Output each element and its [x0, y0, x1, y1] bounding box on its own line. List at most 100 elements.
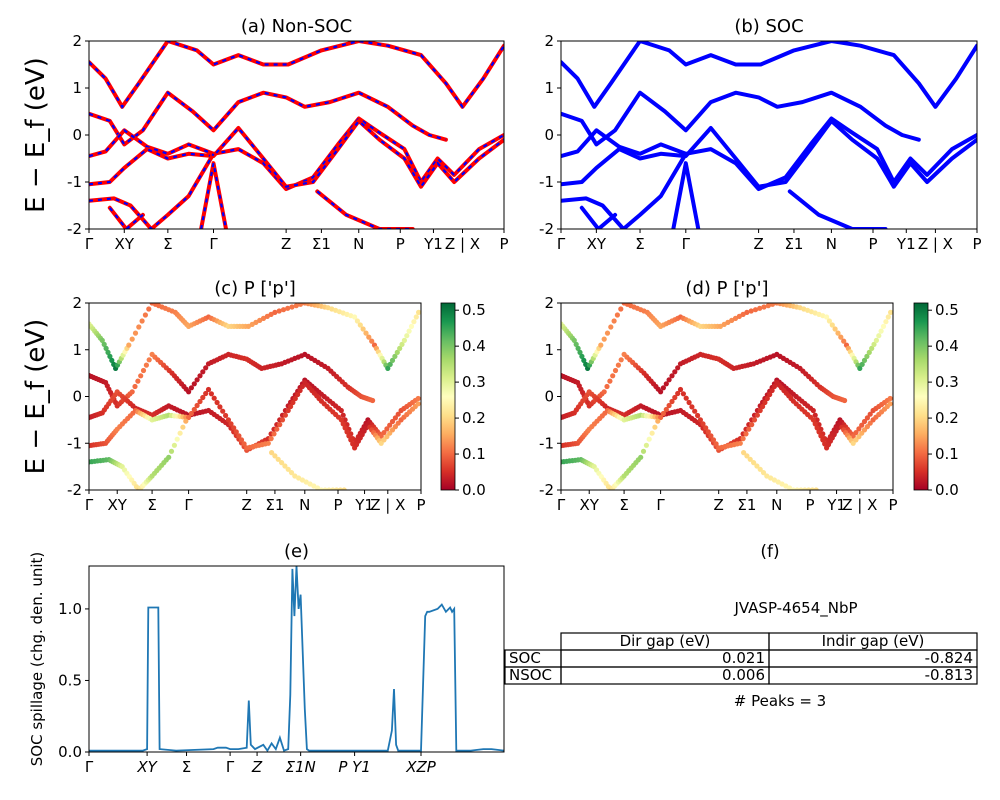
axes-frame [560, 302, 894, 491]
projection-point [200, 369, 206, 375]
projection-point [275, 456, 281, 462]
projection-point [744, 309, 750, 315]
band-line [107, 205, 145, 229]
projection-point [697, 417, 704, 423]
projection-point [342, 417, 348, 423]
projection-point [285, 407, 291, 414]
colorbar-tick-label: 0.0 [935, 481, 959, 499]
y-tick-label: 2 [72, 294, 82, 312]
x-tick-label: Z [281, 235, 291, 253]
x-tick-label: Σ [182, 758, 191, 776]
colorbar-tick-label: 0.5 [935, 301, 959, 319]
x-tick-label: Γ [85, 496, 94, 514]
y-tick-label: -1 [539, 173, 554, 191]
plot-area [561, 303, 893, 490]
projection-point [208, 391, 214, 397]
projection-point [269, 450, 275, 456]
projection-point [658, 389, 664, 395]
projection-point [357, 322, 363, 328]
colorbar: 0.0 0.1 0.2 0.3 0.4 0.5 [913, 301, 959, 499]
projection-point [689, 404, 695, 410]
projection-point [411, 319, 417, 325]
projection-point [354, 318, 360, 324]
panel-b-title: (b) SOC [734, 16, 803, 37]
projection-point [99, 337, 105, 343]
projection-point [271, 431, 277, 437]
projection-point [211, 395, 217, 401]
projection-point [370, 397, 376, 404]
projection-point [754, 463, 760, 469]
projection-point [660, 410, 667, 417]
plot-area [89, 41, 504, 229]
y-tick-label: 0 [544, 388, 554, 406]
projection-point [107, 353, 113, 359]
projection-point [765, 303, 771, 309]
projection-point [295, 391, 301, 398]
panel-c: (c) P ['p'] E − E_f (eV) -2 -1 0 1 2 Γ XY Σ Γ Z Σ1 N P… [21, 278, 486, 514]
projection-point [288, 403, 294, 410]
projection-point [695, 412, 701, 419]
projection-point [166, 454, 172, 460]
projection-point [360, 326, 366, 332]
axes-frame [88, 565, 505, 753]
projection-point [132, 330, 139, 336]
projection-point [413, 314, 419, 320]
table-row-label-nsoc: NSOC [509, 666, 552, 684]
colorbar-tick-label: 0.2 [935, 409, 959, 427]
projection-point [225, 417, 231, 423]
band-line [561, 118, 977, 189]
projection-point [369, 338, 375, 344]
x-tick-label: Σ [635, 235, 644, 253]
colorbar-tick-label: 0.4 [935, 337, 959, 355]
band-overlay-dash [89, 117, 504, 191]
x-tick-label: Γ [85, 235, 94, 253]
colorbar-tick-label: 0.0 [462, 481, 486, 499]
colorbar: 0.0 0.1 0.2 0.3 0.4 0.5 [440, 301, 486, 499]
projection-point [135, 378, 141, 384]
projection-point [812, 412, 818, 418]
projection-point [397, 345, 403, 351]
projection-point [272, 453, 278, 459]
projection-point [611, 318, 617, 324]
y-tick-label: 0 [544, 126, 554, 144]
projection-point [203, 390, 209, 397]
projection-point [598, 342, 604, 348]
projection-point [737, 440, 743, 446]
x-tick-label: Σ [619, 496, 628, 514]
y-tick-label: 1 [544, 341, 554, 359]
projection-point [663, 381, 669, 387]
projection-point [713, 441, 719, 447]
projection-point [395, 411, 401, 417]
x-tick-label: Σ [147, 496, 156, 514]
colorbar-tick-label: 0.3 [935, 373, 959, 391]
projection-point [352, 314, 358, 320]
projection-point [338, 417, 344, 423]
projection-point [186, 414, 192, 421]
band-line [89, 41, 504, 109]
y-tick-label: -2 [539, 481, 554, 499]
projection-point [740, 436, 746, 442]
band-line [579, 205, 618, 229]
projection-point [394, 349, 400, 355]
projection-point [658, 414, 664, 421]
projection-point [615, 362, 622, 368]
projection-point [749, 422, 755, 428]
y-tick-label: 1 [72, 341, 82, 359]
panel-a: (a) Non-SOC E − E_f (eV) -2 -1 0 1 2 Γ XY Σ Γ Z Σ1 N P… [21, 16, 509, 253]
projection-point [873, 337, 880, 343]
x-tick-label: Σ1 [265, 496, 284, 514]
projection-point [832, 326, 838, 332]
colorbar-tick-label: 0.4 [462, 337, 486, 355]
projection-point [129, 389, 135, 395]
x-tick-label: P [972, 235, 981, 253]
x-tick-label: P Y1 [338, 758, 371, 776]
projection-point [607, 378, 613, 384]
projection-point [282, 463, 288, 469]
axes-frame [560, 40, 978, 230]
projection-point [146, 306, 152, 312]
projection-point [812, 421, 818, 427]
projection-point [747, 456, 753, 462]
projection-point [220, 408, 226, 414]
projection-point [292, 395, 298, 402]
projection-point [652, 424, 658, 430]
